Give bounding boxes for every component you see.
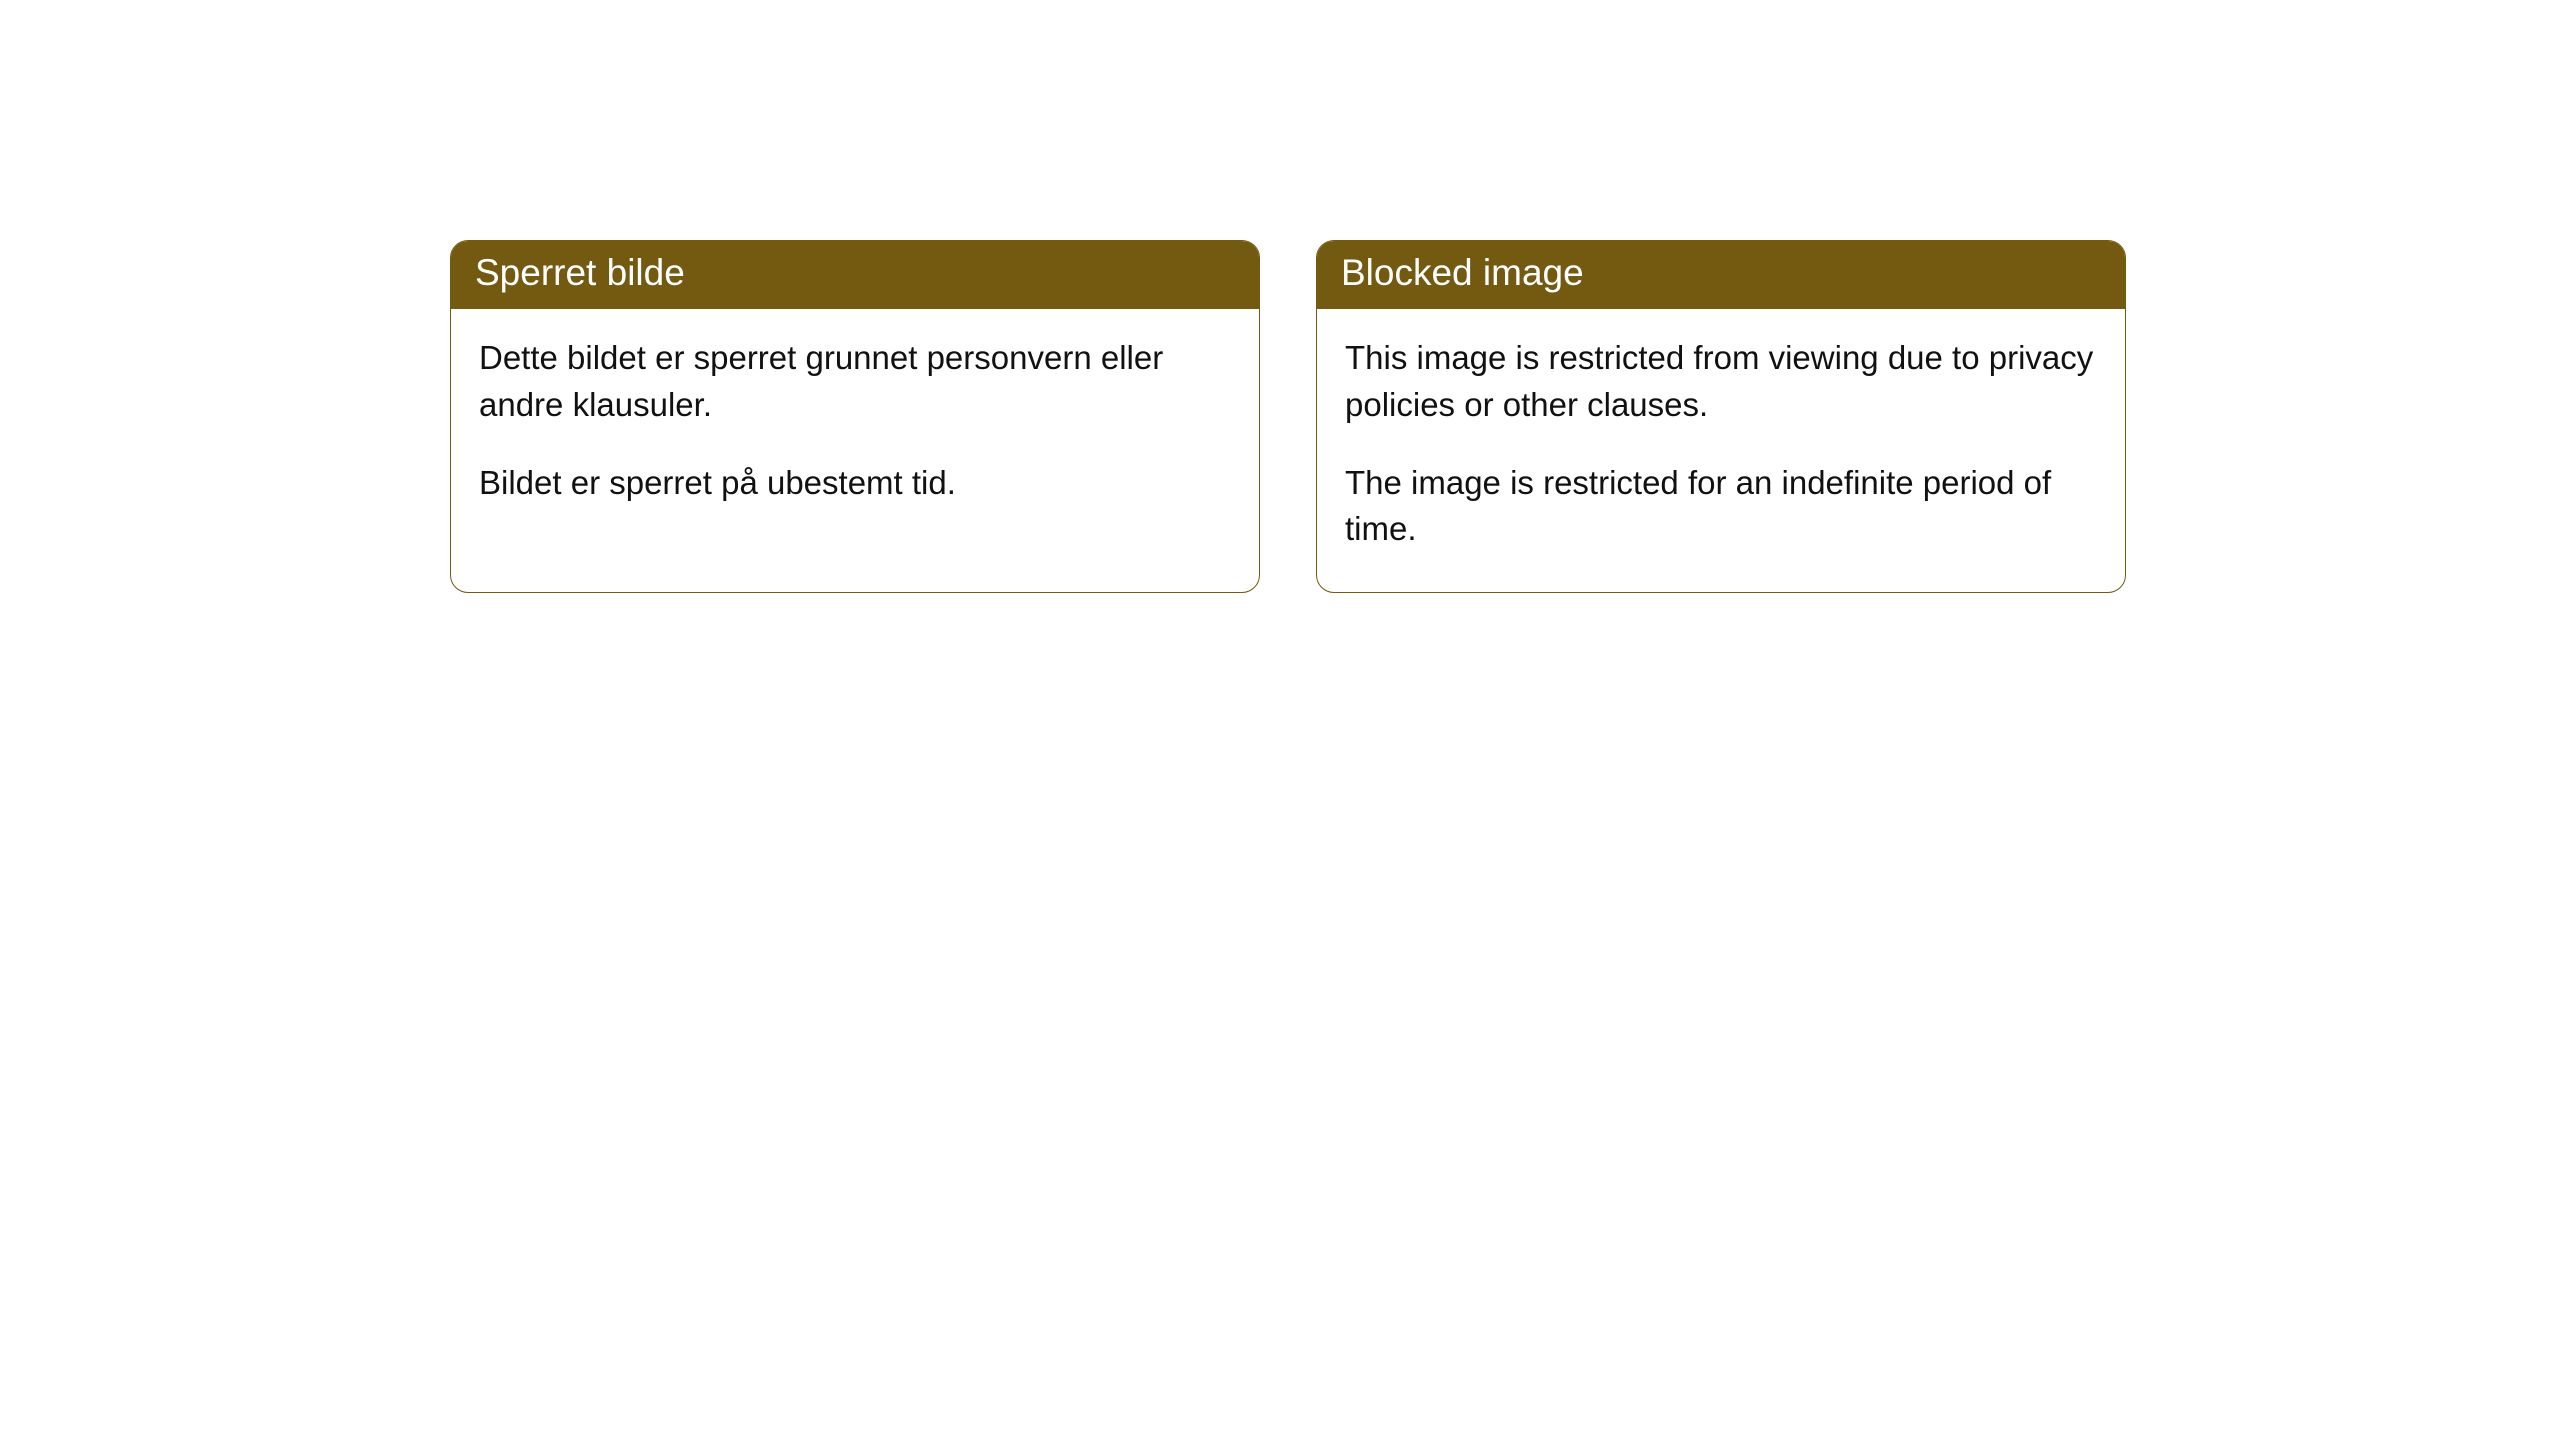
card-header-english: Blocked image [1317, 241, 2125, 309]
card-text-english-1: This image is restricted from viewing du… [1345, 335, 2097, 427]
cards-container: Sperret bilde Dette bildet er sperret gr… [0, 0, 2560, 593]
card-english: Blocked image This image is restricted f… [1316, 240, 2126, 593]
card-header-norwegian: Sperret bilde [451, 241, 1259, 309]
card-body-norwegian: Dette bildet er sperret grunnet personve… [451, 309, 1259, 546]
card-body-english: This image is restricted from viewing du… [1317, 309, 2125, 592]
card-text-norwegian-1: Dette bildet er sperret grunnet personve… [479, 335, 1231, 427]
card-text-english-2: The image is restricted for an indefinit… [1345, 460, 2097, 552]
card-norwegian: Sperret bilde Dette bildet er sperret gr… [450, 240, 1260, 593]
card-text-norwegian-2: Bildet er sperret på ubestemt tid. [479, 460, 1231, 506]
